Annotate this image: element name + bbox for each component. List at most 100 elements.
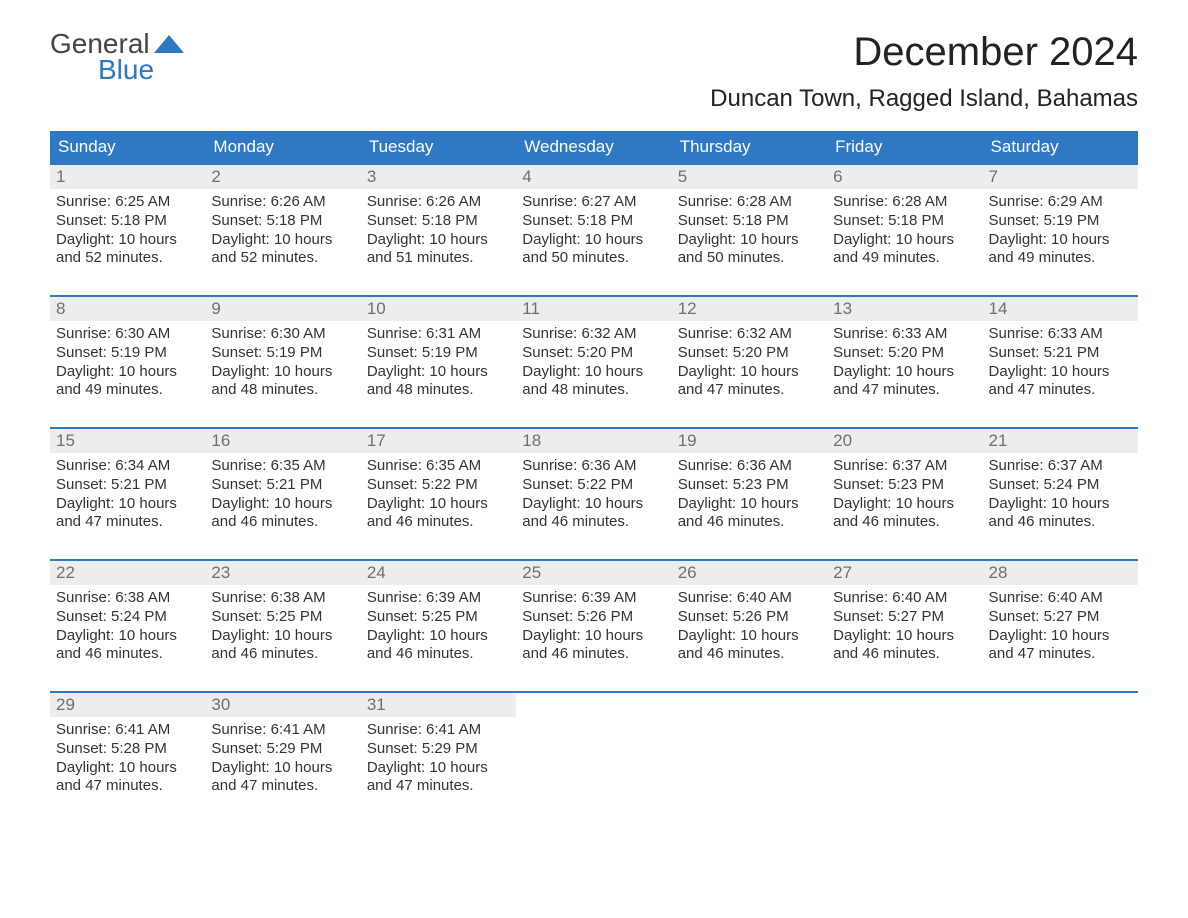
day-number: 31 bbox=[361, 693, 516, 717]
sunset-text: Sunset: 5:28 PM bbox=[56, 740, 199, 759]
day-details: Sunrise: 6:32 AMSunset: 5:20 PMDaylight:… bbox=[516, 321, 671, 406]
day-header: Wednesday bbox=[516, 131, 671, 163]
day-number: 15 bbox=[50, 429, 205, 453]
dl1-text: Daylight: 10 hours bbox=[56, 231, 199, 250]
day-number: 24 bbox=[361, 561, 516, 585]
dl1-text: Daylight: 10 hours bbox=[989, 627, 1132, 646]
day-header: Sunday bbox=[50, 131, 205, 163]
week-row: 29Sunrise: 6:41 AMSunset: 5:28 PMDayligh… bbox=[50, 691, 1138, 811]
day-number: 13 bbox=[827, 297, 982, 321]
dl2-text: and 49 minutes. bbox=[56, 381, 199, 400]
sunrise-text: Sunrise: 6:41 AM bbox=[367, 721, 510, 740]
day-cell: 25Sunrise: 6:39 AMSunset: 5:26 PMDayligh… bbox=[516, 561, 671, 679]
dl2-text: and 47 minutes. bbox=[678, 381, 821, 400]
day-details: Sunrise: 6:25 AMSunset: 5:18 PMDaylight:… bbox=[50, 189, 205, 274]
day-details: Sunrise: 6:31 AMSunset: 5:19 PMDaylight:… bbox=[361, 321, 516, 406]
day-cell: 29Sunrise: 6:41 AMSunset: 5:28 PMDayligh… bbox=[50, 693, 205, 811]
day-cell: 16Sunrise: 6:35 AMSunset: 5:21 PMDayligh… bbox=[205, 429, 360, 547]
day-number: 29 bbox=[50, 693, 205, 717]
day-header: Thursday bbox=[672, 131, 827, 163]
day-details: Sunrise: 6:30 AMSunset: 5:19 PMDaylight:… bbox=[205, 321, 360, 406]
sunset-text: Sunset: 5:21 PM bbox=[989, 344, 1132, 363]
day-details: Sunrise: 6:38 AMSunset: 5:25 PMDaylight:… bbox=[205, 585, 360, 670]
sunset-text: Sunset: 5:23 PM bbox=[833, 476, 976, 495]
day-number: 30 bbox=[205, 693, 360, 717]
day-number: 26 bbox=[672, 561, 827, 585]
dl2-text: and 46 minutes. bbox=[522, 645, 665, 664]
sunrise-text: Sunrise: 6:26 AM bbox=[367, 193, 510, 212]
day-number: 28 bbox=[983, 561, 1138, 585]
day-header: Monday bbox=[205, 131, 360, 163]
dl2-text: and 49 minutes. bbox=[989, 249, 1132, 268]
day-cell: 27Sunrise: 6:40 AMSunset: 5:27 PMDayligh… bbox=[827, 561, 982, 679]
sunrise-text: Sunrise: 6:40 AM bbox=[833, 589, 976, 608]
day-cell bbox=[827, 693, 982, 811]
dl1-text: Daylight: 10 hours bbox=[989, 231, 1132, 250]
logo: General Blue bbox=[50, 30, 184, 84]
dl2-text: and 46 minutes. bbox=[211, 645, 354, 664]
day-cell: 6Sunrise: 6:28 AMSunset: 5:18 PMDaylight… bbox=[827, 165, 982, 283]
dl1-text: Daylight: 10 hours bbox=[211, 759, 354, 778]
sunrise-text: Sunrise: 6:35 AM bbox=[211, 457, 354, 476]
sunrise-text: Sunrise: 6:35 AM bbox=[367, 457, 510, 476]
sunrise-text: Sunrise: 6:38 AM bbox=[56, 589, 199, 608]
day-cell: 2Sunrise: 6:26 AMSunset: 5:18 PMDaylight… bbox=[205, 165, 360, 283]
sunrise-text: Sunrise: 6:26 AM bbox=[211, 193, 354, 212]
day-cell: 12Sunrise: 6:32 AMSunset: 5:20 PMDayligh… bbox=[672, 297, 827, 415]
day-cell: 3Sunrise: 6:26 AMSunset: 5:18 PMDaylight… bbox=[361, 165, 516, 283]
dl2-text: and 47 minutes. bbox=[367, 777, 510, 796]
sunrise-text: Sunrise: 6:33 AM bbox=[833, 325, 976, 344]
dl2-text: and 47 minutes. bbox=[211, 777, 354, 796]
sunrise-text: Sunrise: 6:28 AM bbox=[678, 193, 821, 212]
dl2-text: and 49 minutes. bbox=[833, 249, 976, 268]
sunrise-text: Sunrise: 6:29 AM bbox=[989, 193, 1132, 212]
dl1-text: Daylight: 10 hours bbox=[211, 495, 354, 514]
day-number: 3 bbox=[361, 165, 516, 189]
day-number: 4 bbox=[516, 165, 671, 189]
day-details: Sunrise: 6:35 AMSunset: 5:22 PMDaylight:… bbox=[361, 453, 516, 538]
day-cell: 28Sunrise: 6:40 AMSunset: 5:27 PMDayligh… bbox=[983, 561, 1138, 679]
day-details: Sunrise: 6:27 AMSunset: 5:18 PMDaylight:… bbox=[516, 189, 671, 274]
day-cell: 19Sunrise: 6:36 AMSunset: 5:23 PMDayligh… bbox=[672, 429, 827, 547]
sunset-text: Sunset: 5:22 PM bbox=[522, 476, 665, 495]
day-details: Sunrise: 6:26 AMSunset: 5:18 PMDaylight:… bbox=[205, 189, 360, 274]
day-details: Sunrise: 6:41 AMSunset: 5:29 PMDaylight:… bbox=[205, 717, 360, 802]
dl1-text: Daylight: 10 hours bbox=[211, 627, 354, 646]
calendar: Sunday Monday Tuesday Wednesday Thursday… bbox=[50, 131, 1138, 811]
dl2-text: and 50 minutes. bbox=[678, 249, 821, 268]
day-cell: 13Sunrise: 6:33 AMSunset: 5:20 PMDayligh… bbox=[827, 297, 982, 415]
dl1-text: Daylight: 10 hours bbox=[367, 231, 510, 250]
sunrise-text: Sunrise: 6:32 AM bbox=[522, 325, 665, 344]
day-cell bbox=[672, 693, 827, 811]
day-cell: 5Sunrise: 6:28 AMSunset: 5:18 PMDaylight… bbox=[672, 165, 827, 283]
sunset-text: Sunset: 5:20 PM bbox=[678, 344, 821, 363]
day-details: Sunrise: 6:41 AMSunset: 5:29 PMDaylight:… bbox=[361, 717, 516, 802]
day-number: 11 bbox=[516, 297, 671, 321]
day-details: Sunrise: 6:38 AMSunset: 5:24 PMDaylight:… bbox=[50, 585, 205, 670]
sunset-text: Sunset: 5:20 PM bbox=[522, 344, 665, 363]
day-cell: 20Sunrise: 6:37 AMSunset: 5:23 PMDayligh… bbox=[827, 429, 982, 547]
sunrise-text: Sunrise: 6:37 AM bbox=[989, 457, 1132, 476]
sunrise-text: Sunrise: 6:40 AM bbox=[989, 589, 1132, 608]
dl1-text: Daylight: 10 hours bbox=[211, 363, 354, 382]
day-number: 21 bbox=[983, 429, 1138, 453]
week-row: 22Sunrise: 6:38 AMSunset: 5:24 PMDayligh… bbox=[50, 559, 1138, 679]
dl1-text: Daylight: 10 hours bbox=[989, 495, 1132, 514]
sunset-text: Sunset: 5:19 PM bbox=[211, 344, 354, 363]
day-details: Sunrise: 6:28 AMSunset: 5:18 PMDaylight:… bbox=[672, 189, 827, 274]
day-cell: 14Sunrise: 6:33 AMSunset: 5:21 PMDayligh… bbox=[983, 297, 1138, 415]
day-number: 10 bbox=[361, 297, 516, 321]
dl2-text: and 51 minutes. bbox=[367, 249, 510, 268]
dl2-text: and 46 minutes. bbox=[367, 645, 510, 664]
sunrise-text: Sunrise: 6:30 AM bbox=[211, 325, 354, 344]
day-number: 1 bbox=[50, 165, 205, 189]
day-number: 6 bbox=[827, 165, 982, 189]
dl1-text: Daylight: 10 hours bbox=[678, 363, 821, 382]
sunset-text: Sunset: 5:24 PM bbox=[56, 608, 199, 627]
day-details: Sunrise: 6:41 AMSunset: 5:28 PMDaylight:… bbox=[50, 717, 205, 802]
sunset-text: Sunset: 5:22 PM bbox=[367, 476, 510, 495]
day-header: Friday bbox=[827, 131, 982, 163]
sunrise-text: Sunrise: 6:32 AM bbox=[678, 325, 821, 344]
day-details: Sunrise: 6:37 AMSunset: 5:24 PMDaylight:… bbox=[983, 453, 1138, 538]
day-cell: 22Sunrise: 6:38 AMSunset: 5:24 PMDayligh… bbox=[50, 561, 205, 679]
